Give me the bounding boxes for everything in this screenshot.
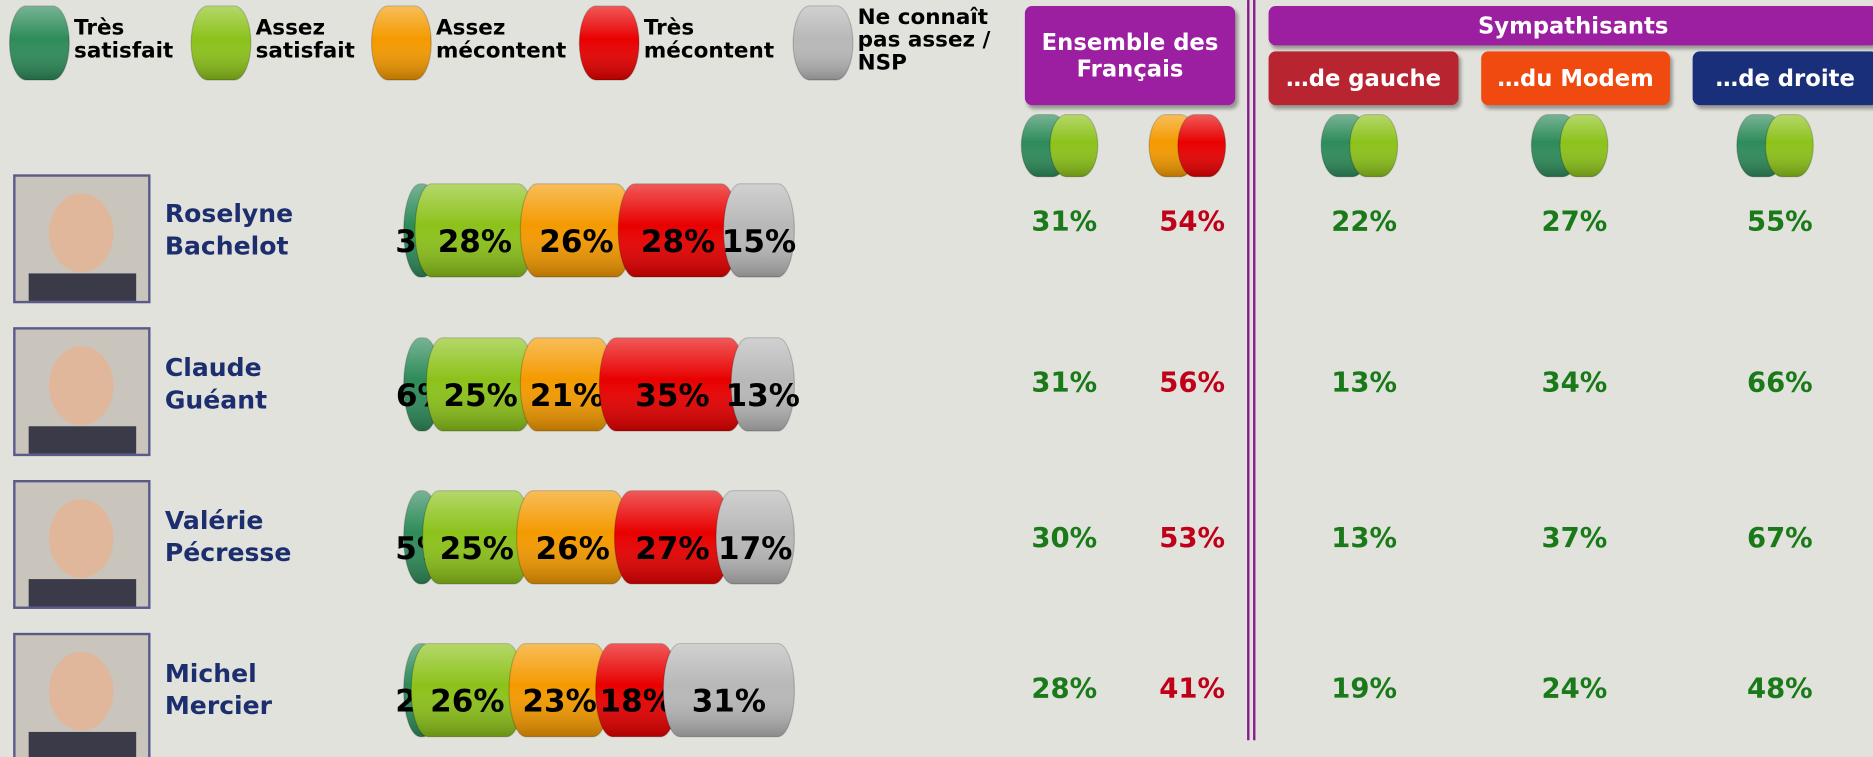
value-label: 23%: [522, 684, 596, 720]
legend-icon-shade: [371, 5, 432, 80]
table-cell: 13%: [1331, 522, 1398, 555]
table-cell: 24%: [1541, 673, 1608, 705]
legend-label: Assez mécontent: [435, 15, 567, 64]
value-label: 31%: [692, 684, 766, 720]
bar-segment-shade: [663, 643, 795, 737]
value-label: 27%: [635, 531, 709, 567]
bar-segment-shade: [723, 183, 795, 278]
legend-icon-shade: [191, 5, 251, 80]
photo-face: [48, 193, 114, 273]
header-subgroup: …du Modem: [1481, 51, 1670, 106]
bar-segment-shade: [716, 490, 795, 584]
bar-segment-shade: [614, 490, 731, 584]
table-cell: 67%: [1746, 522, 1813, 555]
person-name: Michel Mercier: [164, 659, 273, 720]
legend-label: Ne connaît pas assez / NSP: [857, 4, 991, 76]
table-cell: 66%: [1746, 367, 1813, 399]
photo-body: [28, 731, 137, 757]
value-label: 28%: [438, 224, 512, 260]
table-cell: 27%: [1541, 206, 1608, 238]
table-cell: 48%: [1746, 673, 1813, 705]
column-icon-shade: [1765, 114, 1814, 177]
value-label: 21%: [530, 378, 604, 414]
bar-segment-shade: [595, 643, 678, 737]
table-cell: 37%: [1541, 522, 1608, 555]
value-label: 25%: [443, 378, 517, 414]
legend-label: Très mécontent: [643, 15, 775, 64]
legend-icon-shade: [9, 5, 70, 80]
value-label: 26%: [536, 531, 610, 567]
header-subgroup: …de droite: [1692, 51, 1873, 106]
header-subgroup: …de gauche: [1268, 51, 1459, 106]
column-icon-shade: [1349, 114, 1398, 177]
legend-label: Assez satisfait: [255, 15, 355, 64]
header-sympathisants: Sympathisants: [1268, 5, 1873, 46]
value-label: 26%: [539, 224, 613, 260]
value-label: 17%: [718, 531, 792, 567]
table-cell: 55%: [1746, 206, 1813, 238]
person-name: Roselyne Bachelot: [164, 199, 294, 261]
table-cell: 22%: [1331, 206, 1398, 238]
column-icon-shade: [1177, 114, 1226, 177]
table-cell: 34%: [1541, 367, 1608, 399]
table-cell: 13%: [1331, 367, 1398, 399]
value-label: 13%: [726, 378, 800, 414]
value-label: 35%: [635, 378, 709, 414]
table-cell: 41%: [1159, 673, 1226, 705]
legend-icon-shade: [793, 5, 853, 80]
photo-face: [48, 499, 114, 578]
photo-face: [48, 651, 114, 731]
table-cell: 31%: [1031, 367, 1098, 399]
header-ensemble: Ensemble des Français: [1024, 5, 1236, 106]
column-icon-shade: [1049, 114, 1098, 177]
value-label: 28%: [641, 224, 715, 260]
legend-label: Très satisfait: [74, 15, 174, 64]
person-name: Claude Guéant: [164, 353, 268, 415]
bar-segment-shade: [516, 490, 629, 584]
bar-segment-shade: [422, 490, 531, 584]
bar-segment-shade: [731, 337, 795, 432]
bar-segment-shade: [520, 183, 633, 278]
bar-segment-shade: [415, 183, 535, 278]
bar-segment-shade: [426, 337, 535, 432]
photo-body: [28, 579, 137, 607]
value-label: 26%: [430, 684, 504, 720]
bar-segment-shade: [509, 643, 610, 737]
bar-segment-shade: [411, 643, 524, 737]
table-cell: 56%: [1159, 367, 1226, 399]
table-cell: 30%: [1031, 522, 1098, 555]
table-cell: 19%: [1331, 673, 1398, 705]
photo-body: [28, 273, 137, 301]
table-cell: 28%: [1031, 673, 1098, 705]
bar-segment-shade: [618, 183, 738, 278]
table-cell: 54%: [1159, 206, 1226, 238]
bar-segment-shade: [599, 337, 746, 432]
bar-segment-shade: [520, 337, 614, 432]
person-name: Valérie Pécresse: [164, 506, 292, 568]
photo-body: [28, 426, 137, 454]
value-label: 25%: [440, 531, 514, 567]
value-label: 18%: [600, 684, 674, 720]
column-icon-shade: [1560, 114, 1608, 177]
legend-icon-shade: [579, 5, 640, 80]
value-label: 15%: [722, 224, 796, 260]
photo-face: [48, 346, 114, 426]
table-cell: 53%: [1159, 522, 1226, 555]
table-cell: 31%: [1031, 206, 1098, 238]
